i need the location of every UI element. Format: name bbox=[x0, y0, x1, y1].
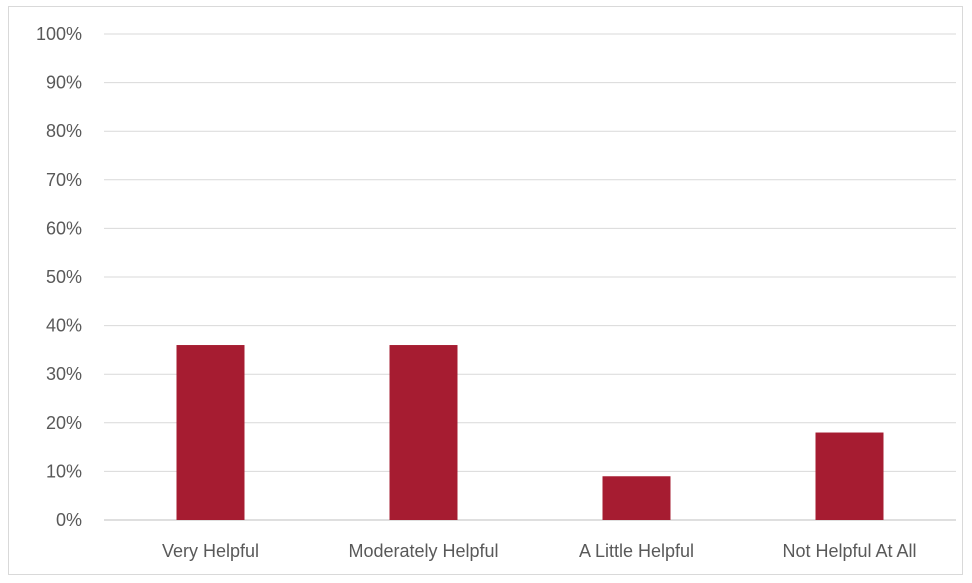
x-axis-labels: Very Helpful Moderately Helpful A Little H… bbox=[162, 541, 917, 561]
bar-not-helpful-at-all bbox=[815, 432, 884, 520]
y-tick-label: 100% bbox=[36, 24, 82, 44]
x-category-label: Not Helpful At All bbox=[782, 541, 916, 561]
y-tick-label: 90% bbox=[46, 73, 82, 93]
y-tick-label: 80% bbox=[46, 121, 82, 141]
y-tick-label: 30% bbox=[46, 364, 82, 384]
y-tick-label: 60% bbox=[46, 218, 82, 238]
y-axis-ticks: 0% 10% 20% 30% 40% 50% 60% 70% 80% 90% 100% bbox=[36, 24, 82, 530]
gridlines bbox=[104, 33, 956, 521]
x-category-label: Moderately Helpful bbox=[348, 541, 498, 561]
x-category-label: A Little Helpful bbox=[579, 541, 694, 561]
y-tick-label: 20% bbox=[46, 413, 82, 433]
bar-moderately-helpful bbox=[389, 345, 458, 520]
y-tick-label: 0% bbox=[56, 510, 82, 530]
x-category-label: Very Helpful bbox=[162, 541, 259, 561]
y-tick-label: 50% bbox=[46, 267, 82, 287]
bar-a-little-helpful bbox=[602, 476, 671, 520]
y-tick-label: 70% bbox=[46, 170, 82, 190]
y-tick-label: 10% bbox=[46, 461, 82, 481]
bars bbox=[176, 345, 884, 520]
chart-frame bbox=[8, 6, 963, 575]
y-tick-label: 40% bbox=[46, 316, 82, 336]
bar-very-helpful bbox=[176, 345, 245, 520]
